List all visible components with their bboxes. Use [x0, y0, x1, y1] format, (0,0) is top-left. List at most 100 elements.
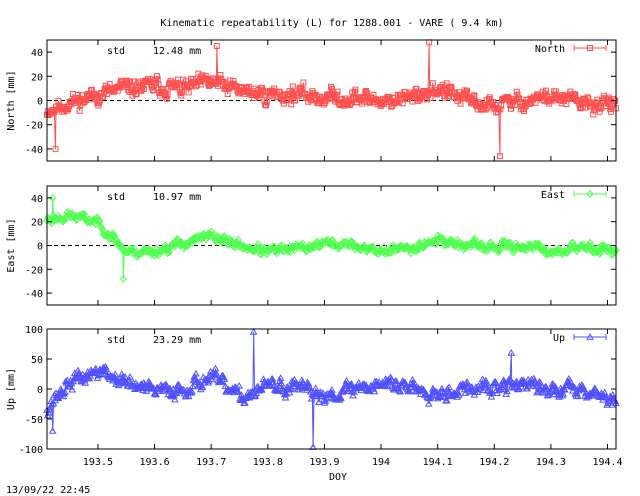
data-point-north — [52, 145, 59, 152]
data-point-north — [334, 88, 341, 95]
data-point-east — [47, 217, 55, 225]
data-point-up — [349, 391, 357, 399]
data-point-north — [126, 88, 133, 95]
data-point-up — [175, 381, 183, 388]
data-point-east — [129, 249, 137, 258]
data-point-up — [126, 373, 134, 380]
data-point-north — [525, 96, 532, 103]
data-point-up — [249, 388, 257, 395]
data-point-north — [576, 101, 583, 108]
data-point-east — [97, 223, 106, 232]
data-point-north — [497, 106, 504, 113]
data-point-east — [196, 231, 204, 240]
data-point-up — [276, 374, 285, 381]
data-point-east — [474, 240, 483, 249]
data-point-north — [76, 107, 83, 114]
data-point-north — [330, 90, 337, 97]
y-tick-label: 0 — [37, 97, 43, 108]
data-point-north — [289, 83, 296, 90]
legend-label: East — [541, 190, 565, 201]
data-point-east — [469, 240, 477, 249]
data-point-east — [503, 240, 511, 249]
y-tick-label: 20 — [31, 218, 43, 229]
std-label: std — [107, 335, 125, 346]
data-point-up — [507, 348, 516, 356]
y-axis-label: East [mm] — [6, 218, 17, 272]
data-point-up — [559, 390, 567, 397]
data-point-north — [565, 95, 572, 102]
data-point-north — [562, 92, 569, 99]
data-point-north — [224, 91, 231, 98]
data-point-up — [566, 377, 575, 384]
data-point-north — [440, 85, 447, 92]
legend-marker — [586, 190, 594, 198]
data-point-north — [80, 99, 87, 106]
data-point-north — [347, 100, 354, 107]
data-point-up — [205, 376, 213, 384]
data-point-north — [410, 92, 417, 99]
legend-label: North — [535, 44, 565, 55]
data-point-north — [352, 86, 359, 93]
data-point-up — [48, 400, 56, 408]
data-point-north — [471, 92, 478, 99]
x-tick-label: 193.9 — [309, 457, 339, 468]
data-point-up — [121, 373, 130, 380]
y-tick-label: 100 — [25, 325, 43, 336]
data-point-east — [125, 247, 133, 255]
data-point-north — [90, 92, 97, 99]
legend-marker — [587, 45, 593, 51]
data-point-north — [133, 90, 140, 97]
x-tick-label: 193.8 — [253, 457, 283, 468]
data-point-north — [277, 93, 284, 100]
y-tick-label: -20 — [25, 121, 43, 132]
data-point-up — [48, 426, 57, 434]
data-point-up — [478, 375, 487, 383]
data-point-north — [496, 153, 503, 160]
data-point-up — [192, 369, 200, 377]
data-point-up — [211, 364, 220, 372]
data-point-north — [363, 88, 370, 95]
y-axis-label: Up [mm] — [6, 368, 17, 410]
data-point-up — [560, 385, 569, 393]
data-point-north — [411, 89, 418, 96]
data-point-east — [254, 244, 263, 253]
data-point-up — [515, 384, 523, 392]
data-point-east — [586, 238, 594, 247]
data-point-north — [482, 106, 489, 113]
y-tick-label: 50 — [31, 355, 43, 366]
panel-up: -100 -50 0 50 100 193.5 193.6 193.7 193.8 193.9 19… — [6, 325, 623, 468]
data-point-east — [254, 240, 262, 248]
y-tick-label: 20 — [31, 72, 43, 83]
data-point-east — [242, 244, 251, 252]
data-point-east — [328, 236, 336, 245]
data-point-up — [221, 382, 230, 389]
data-point-up — [442, 396, 451, 404]
data-point-up — [115, 378, 124, 386]
data-point-north — [325, 91, 332, 98]
data-point-up — [83, 368, 92, 375]
y-tick-label: 0 — [37, 385, 43, 396]
data-point-up — [166, 384, 174, 392]
data-point-north — [514, 91, 521, 98]
data-point-up — [506, 375, 515, 383]
data-point-up — [600, 388, 609, 396]
data-point-north — [210, 76, 217, 83]
data-point-up — [542, 384, 551, 392]
data-point-north — [437, 84, 444, 91]
data-point-up — [195, 378, 204, 386]
data-point-north — [494, 105, 501, 112]
data-point-up — [220, 375, 229, 382]
data-point-up — [111, 370, 120, 378]
data-point-east — [364, 246, 372, 254]
data-point-up — [213, 371, 221, 378]
data-point-east — [534, 239, 543, 248]
data-point-north — [157, 92, 164, 99]
data-point-east — [117, 243, 125, 252]
data-point-up — [287, 383, 296, 391]
data-point-east — [540, 244, 549, 253]
data-point-north — [89, 93, 96, 100]
x-tick-label: 193.5 — [83, 457, 113, 468]
data-point-up — [61, 388, 69, 395]
data-point-up — [49, 399, 58, 407]
data-point-north — [300, 79, 307, 86]
